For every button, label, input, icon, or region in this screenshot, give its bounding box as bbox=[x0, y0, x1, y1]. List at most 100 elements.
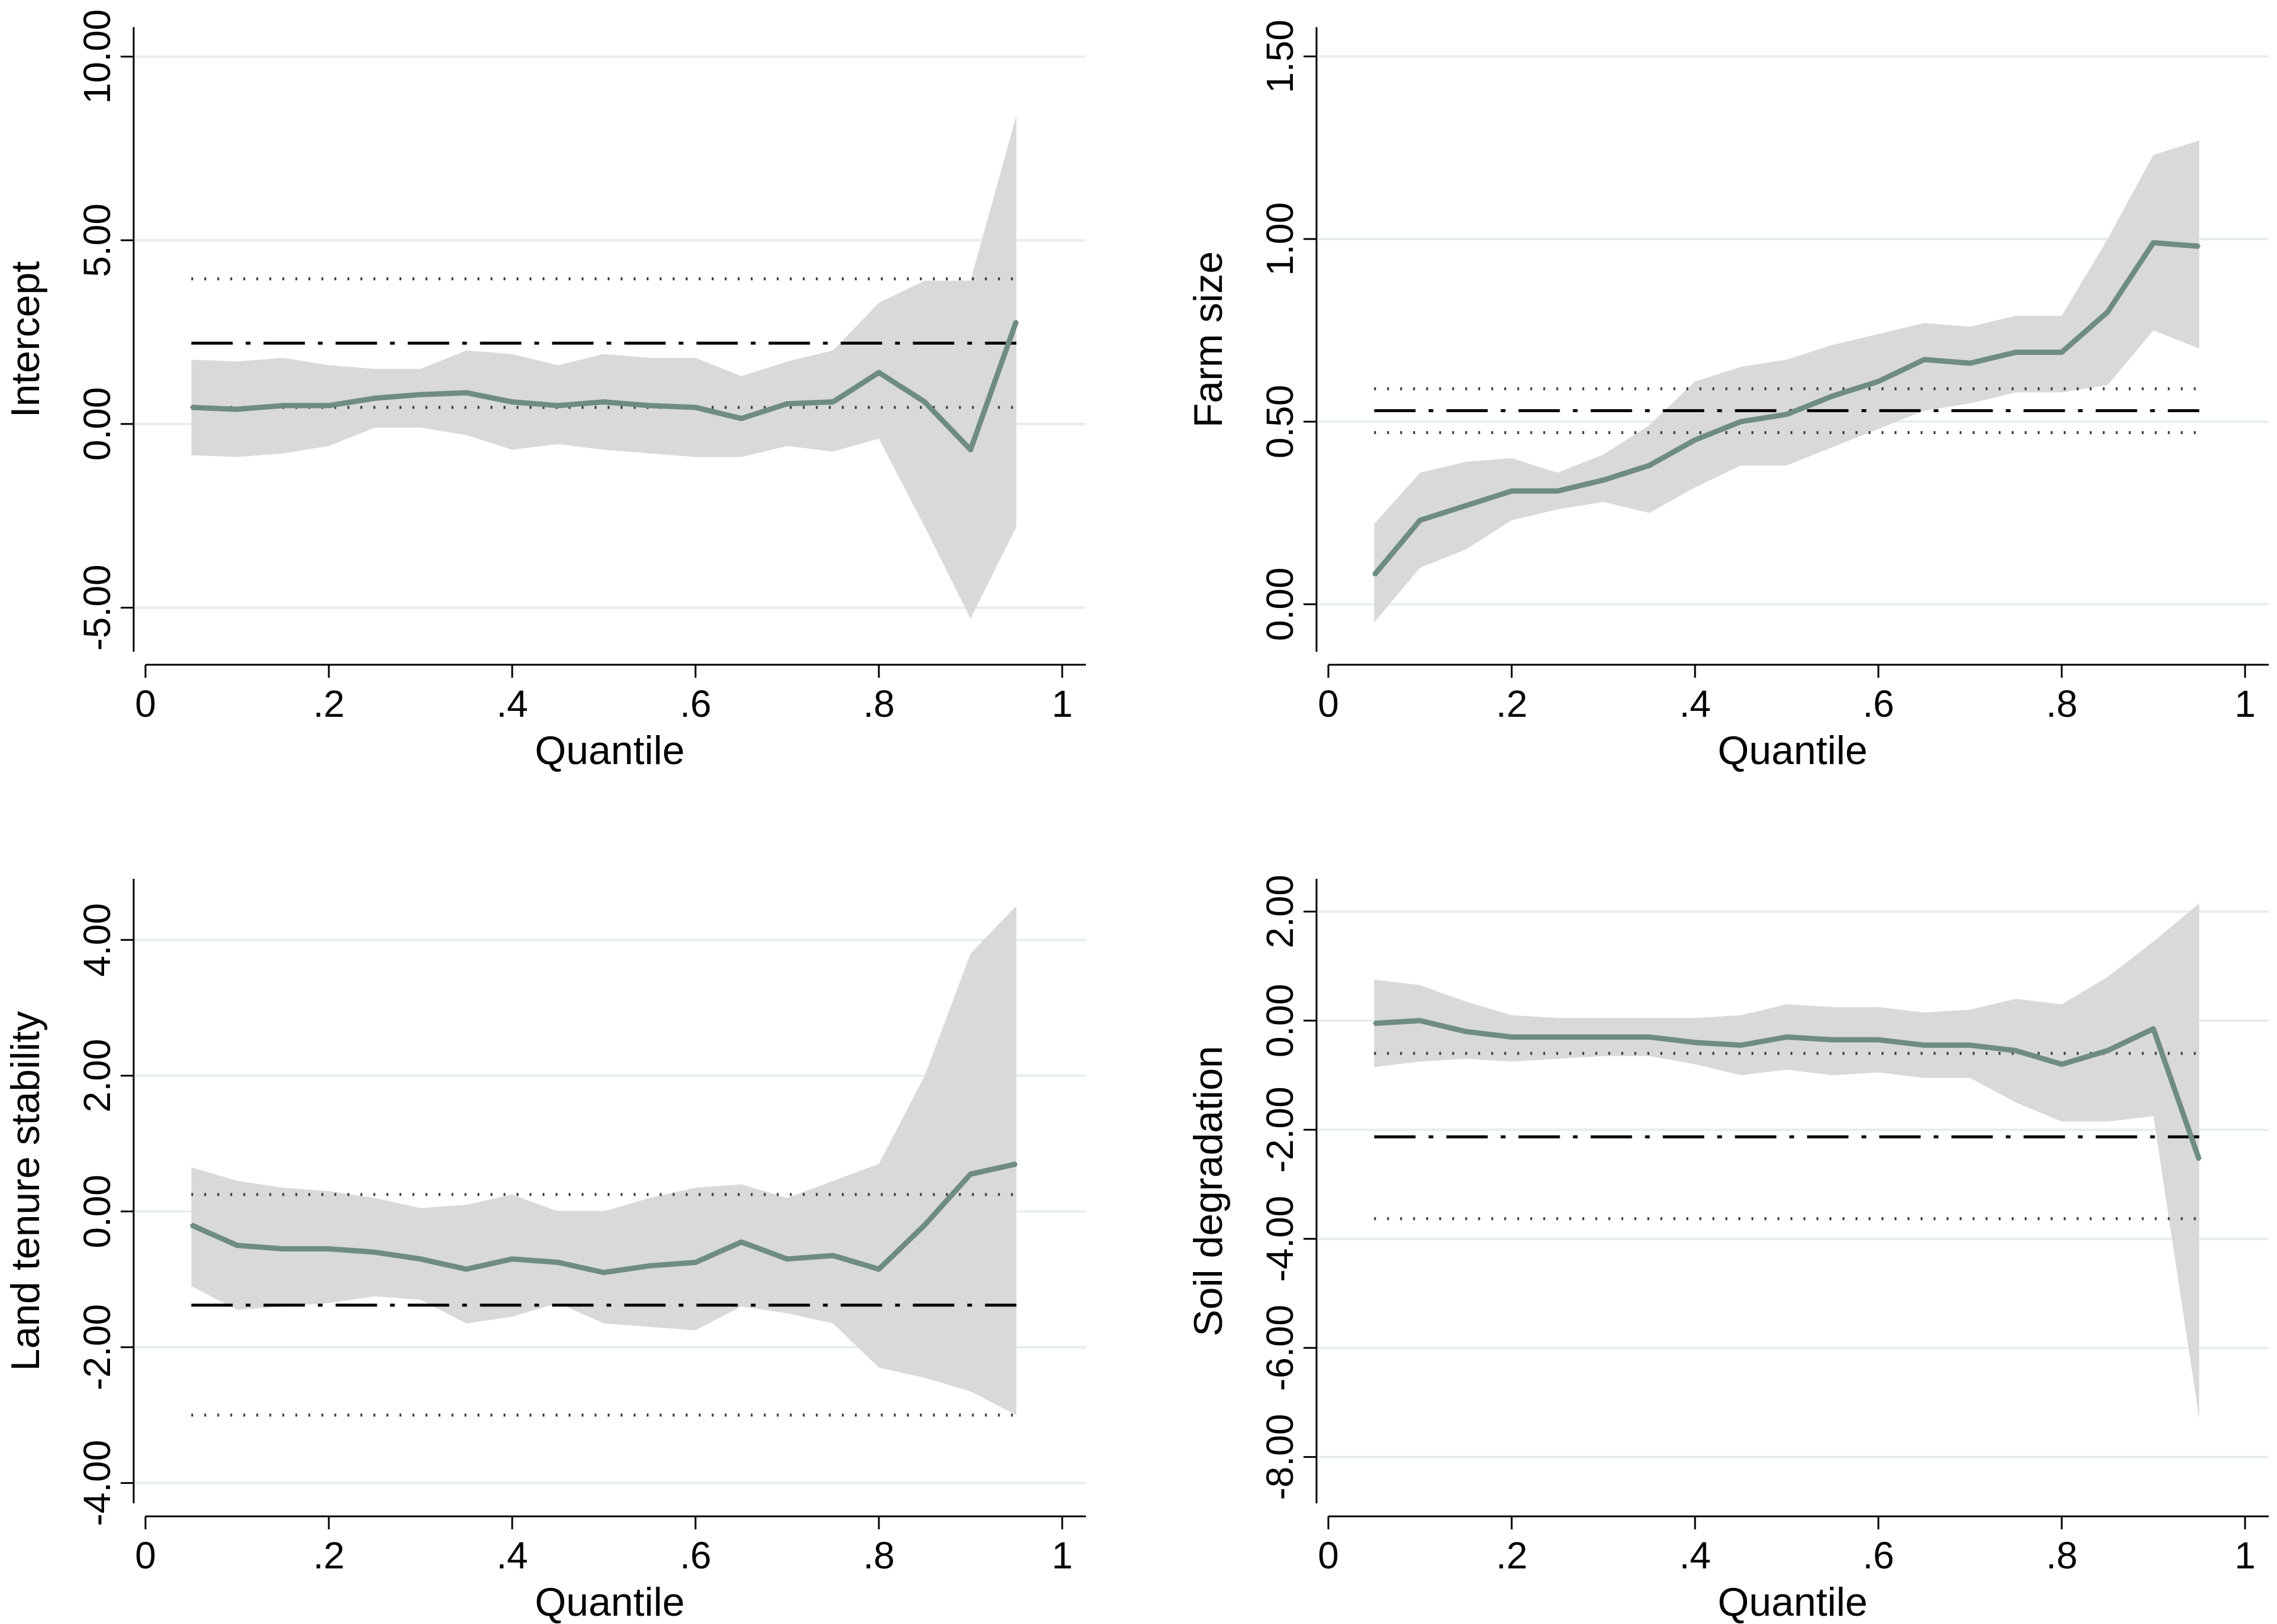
intercept-point-q5 bbox=[190, 406, 193, 409]
soil-degradation-x-axis-title: Quantile bbox=[1718, 1580, 1867, 1624]
soil-degradation-point-q80 bbox=[2061, 1063, 2063, 1066]
land-tenure-stability-point-q95 bbox=[1015, 1163, 1018, 1166]
intercept-point-q20 bbox=[328, 404, 330, 407]
intercept-point-q30 bbox=[419, 393, 422, 396]
farm-size-point-q70 bbox=[1969, 362, 1971, 365]
farm-size-point-q10 bbox=[1419, 519, 1421, 522]
intercept-point-q45 bbox=[557, 404, 559, 407]
panel-farm-size: 0.00 0.50 1.00 1.50 0 .2 .4 .6 .8 1 Quantile Farm s… bbox=[1186, 20, 2269, 773]
land-tenure-stability-point-q15 bbox=[282, 1247, 284, 1250]
land-tenure-stability-ytick-label-3: 2.00 bbox=[76, 1039, 118, 1113]
intercept-point-q40 bbox=[511, 400, 513, 403]
farm-size-point-q30 bbox=[1602, 478, 1605, 481]
farm-size-ytick-label-2: 1.00 bbox=[1259, 202, 1301, 276]
farm-size-point-q25 bbox=[1556, 490, 1559, 493]
intercept-ytick-label-2: 5.00 bbox=[76, 203, 118, 277]
land-tenure-stability-point-q70 bbox=[786, 1257, 788, 1260]
soil-degradation-ytick-label-1: -6.00 bbox=[1259, 1305, 1301, 1391]
farm-size-point-q50 bbox=[1786, 413, 1788, 416]
land-tenure-stability-xtick-label-1: .2 bbox=[313, 1534, 344, 1577]
soil-degradation-point-q45 bbox=[1739, 1044, 1742, 1047]
land-tenure-stability-point-q80 bbox=[878, 1268, 880, 1270]
farm-size-ytick-label-1: 0.50 bbox=[1259, 385, 1301, 459]
farm-size-point-q5 bbox=[1373, 574, 1376, 577]
intercept-point-q50 bbox=[603, 400, 605, 403]
panel-soil-degradation: -8.00 -6.00 -4.00 -2.00 0.00 2.00 0 .2 .4 .6 .8 1 Qu… bbox=[1186, 875, 2269, 1624]
intercept-point-q85 bbox=[923, 400, 926, 403]
farm-size-point-q15 bbox=[1464, 504, 1467, 507]
soil-degradation-ytick-label-3: -2.00 bbox=[1259, 1086, 1301, 1173]
farm-size-x-axis-title: Quantile bbox=[1718, 728, 1867, 773]
farm-size-point-q75 bbox=[2014, 351, 2017, 354]
soil-degradation-point-q5 bbox=[1373, 1022, 1376, 1025]
farm-size-xtick-label-2: .4 bbox=[1679, 682, 1710, 725]
intercept-point-q55 bbox=[648, 404, 651, 407]
soil-degradation-point-q75 bbox=[2014, 1049, 2017, 1052]
soil-degradation-ytick-label-0: -8.00 bbox=[1259, 1414, 1301, 1500]
soil-degradation-point-q70 bbox=[1969, 1044, 1971, 1047]
land-tenure-stability-point-q25 bbox=[373, 1251, 376, 1254]
panel-land-tenure-stability: -4.00 -2.00 0.00 2.00 4.00 0 .2 .4 .6 .8 1 Quantile… bbox=[3, 879, 1086, 1624]
soil-degradation-ytick-label-2: -4.00 bbox=[1259, 1196, 1301, 1282]
soil-degradation-point-q50 bbox=[1786, 1036, 1788, 1039]
panel-intercept: -5.00 0.00 5.00 10.00 0 .2 .4 .6 .8 1 Quantile Inte… bbox=[3, 9, 1086, 773]
soil-degradation-xtick-label-3: .6 bbox=[1862, 1534, 1894, 1577]
soil-degradation-point-q85 bbox=[2106, 1049, 2109, 1052]
intercept-xtick-label-3: .6 bbox=[680, 682, 711, 725]
farm-size-point-q65 bbox=[1923, 358, 1926, 361]
soil-degradation-y-axis-title: Soil degradation bbox=[1186, 1046, 1231, 1336]
land-tenure-stability-point-q75 bbox=[832, 1254, 835, 1257]
land-tenure-stability-point-q40 bbox=[511, 1257, 513, 1260]
intercept-xtick-label-0: 0 bbox=[135, 682, 156, 725]
soil-degradation-point-q15 bbox=[1464, 1030, 1467, 1033]
intercept-ytick-label-1: 0.00 bbox=[76, 387, 118, 461]
land-tenure-stability-point-q90 bbox=[969, 1173, 972, 1176]
land-tenure-stability-point-q30 bbox=[419, 1257, 422, 1260]
soil-degradation-point-q40 bbox=[1694, 1041, 1696, 1044]
soil-degradation-xtick-label-1: .2 bbox=[1496, 1534, 1527, 1577]
soil-degradation-point-q60 bbox=[1877, 1039, 1880, 1041]
soil-degradation-point-q90 bbox=[2152, 1027, 2155, 1030]
land-tenure-stability-ytick-label-0: -4.00 bbox=[76, 1440, 118, 1526]
farm-size-xtick-label-5: 1 bbox=[2234, 682, 2256, 725]
farm-size-xtick-label-1: .2 bbox=[1496, 682, 1527, 725]
farm-size-point-q60 bbox=[1877, 380, 1880, 383]
farm-size-point-q45 bbox=[1739, 420, 1742, 423]
intercept-point-q80 bbox=[878, 371, 880, 374]
land-tenure-stability-xtick-label-2: .4 bbox=[496, 1534, 528, 1577]
land-tenure-stability-ytick-label-4: 4.00 bbox=[76, 903, 118, 977]
farm-size-point-q35 bbox=[1648, 464, 1651, 467]
intercept-point-q15 bbox=[282, 404, 284, 407]
intercept-x-axis-title: Quantile bbox=[535, 728, 684, 773]
intercept-point-q90 bbox=[969, 448, 972, 451]
land-tenure-stability-point-q65 bbox=[740, 1241, 743, 1244]
farm-size-xtick-label-4: .8 bbox=[2046, 682, 2077, 725]
intercept-point-q10 bbox=[236, 408, 238, 411]
land-tenure-stability-ytick-label-1: -2.00 bbox=[76, 1304, 118, 1390]
land-tenure-stability-point-q10 bbox=[236, 1244, 238, 1247]
soil-degradation-xtick-label-4: .8 bbox=[2046, 1534, 2077, 1577]
intercept-xtick-label-4: .8 bbox=[863, 682, 894, 725]
land-tenure-stability-point-q5 bbox=[190, 1224, 193, 1227]
farm-size-ytick-label-3: 1.50 bbox=[1259, 20, 1301, 93]
soil-degradation-xtick-label-2: .4 bbox=[1679, 1534, 1710, 1577]
farm-size-xtick-label-0: 0 bbox=[1318, 682, 1339, 725]
land-tenure-stability-ytick-label-2: 0.00 bbox=[76, 1175, 118, 1248]
soil-degradation-point-q25 bbox=[1556, 1036, 1559, 1039]
land-tenure-stability-point-q35 bbox=[465, 1268, 468, 1270]
soil-degradation-ytick-label-5: 2.00 bbox=[1259, 875, 1301, 949]
land-tenure-stability-point-q60 bbox=[694, 1261, 697, 1264]
intercept-confidence-band bbox=[191, 115, 1017, 619]
farm-size-y-axis-title: Farm size bbox=[1186, 251, 1231, 428]
farm-size-point-q20 bbox=[1511, 490, 1513, 493]
intercept-point-q35 bbox=[465, 392, 468, 394]
intercept-point-q65 bbox=[740, 417, 743, 420]
farm-size-point-q55 bbox=[1831, 394, 1834, 397]
intercept-point-q95 bbox=[1015, 319, 1018, 322]
land-tenure-stability-point-q45 bbox=[557, 1261, 559, 1264]
intercept-y-axis-title: Intercept bbox=[3, 261, 48, 418]
farm-size-point-q40 bbox=[1694, 438, 1696, 441]
land-tenure-stability-point-q85 bbox=[923, 1224, 926, 1227]
intercept-ytick-label-3: 10.00 bbox=[76, 9, 118, 104]
